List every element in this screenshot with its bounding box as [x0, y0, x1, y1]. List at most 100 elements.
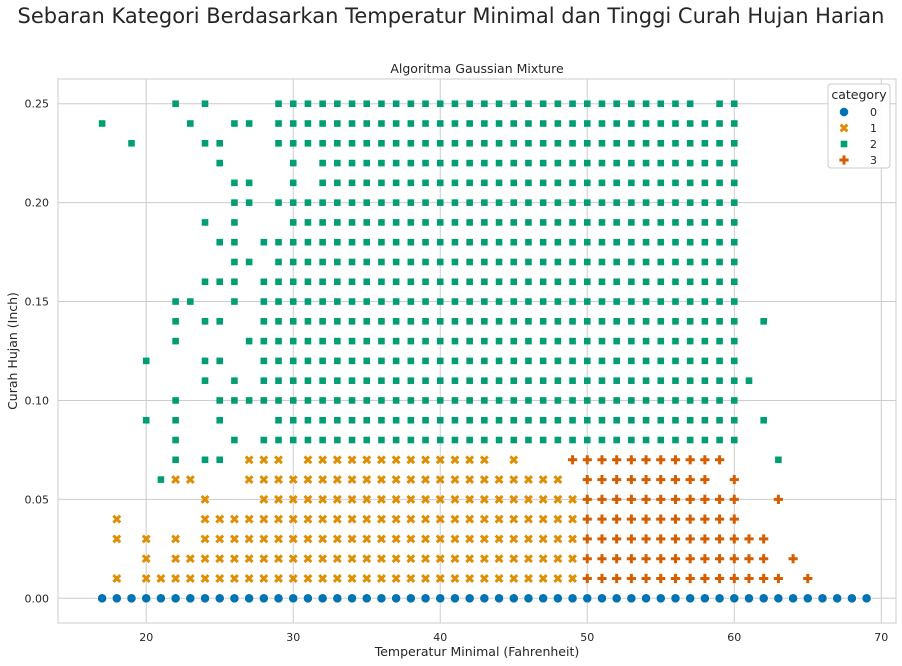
data-point-2 — [363, 298, 371, 305]
data-point-2 — [495, 159, 503, 167]
data-point-2 — [289, 159, 297, 167]
data-point-2 — [348, 318, 356, 325]
data-point-2 — [289, 318, 297, 325]
data-point-2 — [260, 377, 268, 384]
x-tick-label: 40 — [433, 631, 447, 644]
data-point-2 — [378, 139, 385, 147]
data-point-2 — [348, 258, 356, 266]
data-point-2 — [275, 337, 282, 345]
data-point-1 — [435, 514, 445, 524]
data-point-2 — [583, 278, 591, 286]
data-point-2 — [628, 416, 635, 424]
data-point-1 — [200, 494, 210, 504]
data-point-1 — [391, 475, 401, 485]
data-point-1 — [553, 494, 563, 504]
data-point-0 — [758, 593, 769, 604]
data-point-2 — [613, 278, 620, 286]
data-point-2 — [628, 100, 635, 108]
data-point-2 — [201, 357, 209, 365]
data-point-1 — [303, 534, 313, 544]
data-point-1 — [274, 574, 283, 583]
x-tick-label: 20 — [139, 631, 153, 644]
data-point-3 — [670, 534, 681, 544]
data-point-2 — [466, 258, 473, 266]
data-point-2 — [613, 416, 620, 424]
data-point-1 — [332, 554, 342, 564]
data-point-1 — [509, 494, 519, 504]
data-point-1 — [362, 475, 372, 485]
data-point-2 — [466, 179, 473, 187]
data-point-2 — [583, 298, 591, 305]
data-point-2 — [510, 238, 518, 246]
data-point-3 — [582, 494, 592, 504]
data-point-3 — [656, 534, 666, 544]
data-point-2 — [289, 139, 297, 147]
data-point-2 — [495, 436, 503, 444]
data-point-2 — [245, 337, 253, 345]
data-point-3 — [612, 494, 622, 504]
data-point-2 — [569, 159, 576, 167]
data-point-2 — [569, 298, 576, 305]
data-point-2 — [495, 238, 503, 246]
data-point-2 — [613, 377, 620, 384]
data-point-2 — [583, 258, 591, 266]
data-point-2 — [701, 219, 709, 226]
data-point-3 — [700, 573, 710, 584]
data-point-3 — [714, 573, 725, 584]
data-point-2 — [481, 219, 488, 226]
data-point-2 — [348, 397, 356, 404]
data-point-1 — [347, 514, 357, 524]
data-point-2 — [657, 436, 665, 444]
data-point-2 — [392, 100, 400, 108]
data-point-2 — [289, 436, 297, 444]
data-point-2 — [525, 120, 532, 127]
data-point-2 — [319, 199, 326, 206]
data-point-1 — [229, 554, 239, 564]
data-point-1 — [494, 514, 504, 524]
data-point-2 — [334, 179, 341, 187]
data-point-2 — [466, 278, 473, 286]
data-point-3 — [597, 455, 607, 465]
data-point-2 — [304, 436, 312, 444]
data-point-2 — [672, 397, 679, 404]
data-point-2 — [495, 397, 503, 404]
data-point-2 — [436, 397, 444, 404]
data-point-2 — [569, 120, 576, 127]
data-point-2 — [363, 120, 371, 127]
data-point-2 — [392, 120, 400, 127]
data-point-1 — [259, 494, 269, 504]
data-point-3 — [567, 455, 578, 465]
legend-label: 0 — [870, 106, 877, 119]
data-point-2 — [451, 179, 459, 187]
data-point-2 — [275, 120, 282, 127]
data-point-1 — [538, 534, 548, 544]
data-point-0 — [685, 593, 696, 604]
data-point-0 — [641, 593, 651, 604]
data-point-2 — [539, 357, 547, 365]
data-point-2 — [539, 199, 547, 206]
data-point-3 — [700, 474, 710, 485]
data-point-2 — [598, 159, 606, 167]
data-point-2 — [525, 357, 532, 365]
data-point-2 — [378, 199, 385, 206]
data-point-0 — [523, 593, 534, 604]
data-point-1 — [538, 554, 548, 564]
data-point-2 — [628, 199, 635, 206]
data-point-2 — [422, 100, 429, 108]
data-point-2 — [539, 436, 547, 444]
data-point-2 — [436, 179, 444, 187]
data-point-2 — [348, 199, 356, 206]
data-point-2 — [657, 278, 665, 286]
data-point-1 — [171, 574, 181, 583]
data-point-0 — [611, 593, 622, 604]
data-point-1 — [465, 455, 475, 465]
data-point-2 — [481, 258, 488, 266]
data-point-1 — [288, 514, 298, 524]
data-point-2 — [216, 159, 224, 167]
data-point-2 — [730, 179, 738, 187]
data-point-2 — [686, 278, 694, 286]
data-point-2 — [554, 120, 562, 127]
data-point-1 — [303, 494, 313, 504]
data-point-2 — [407, 318, 415, 325]
data-point-2 — [686, 298, 694, 305]
